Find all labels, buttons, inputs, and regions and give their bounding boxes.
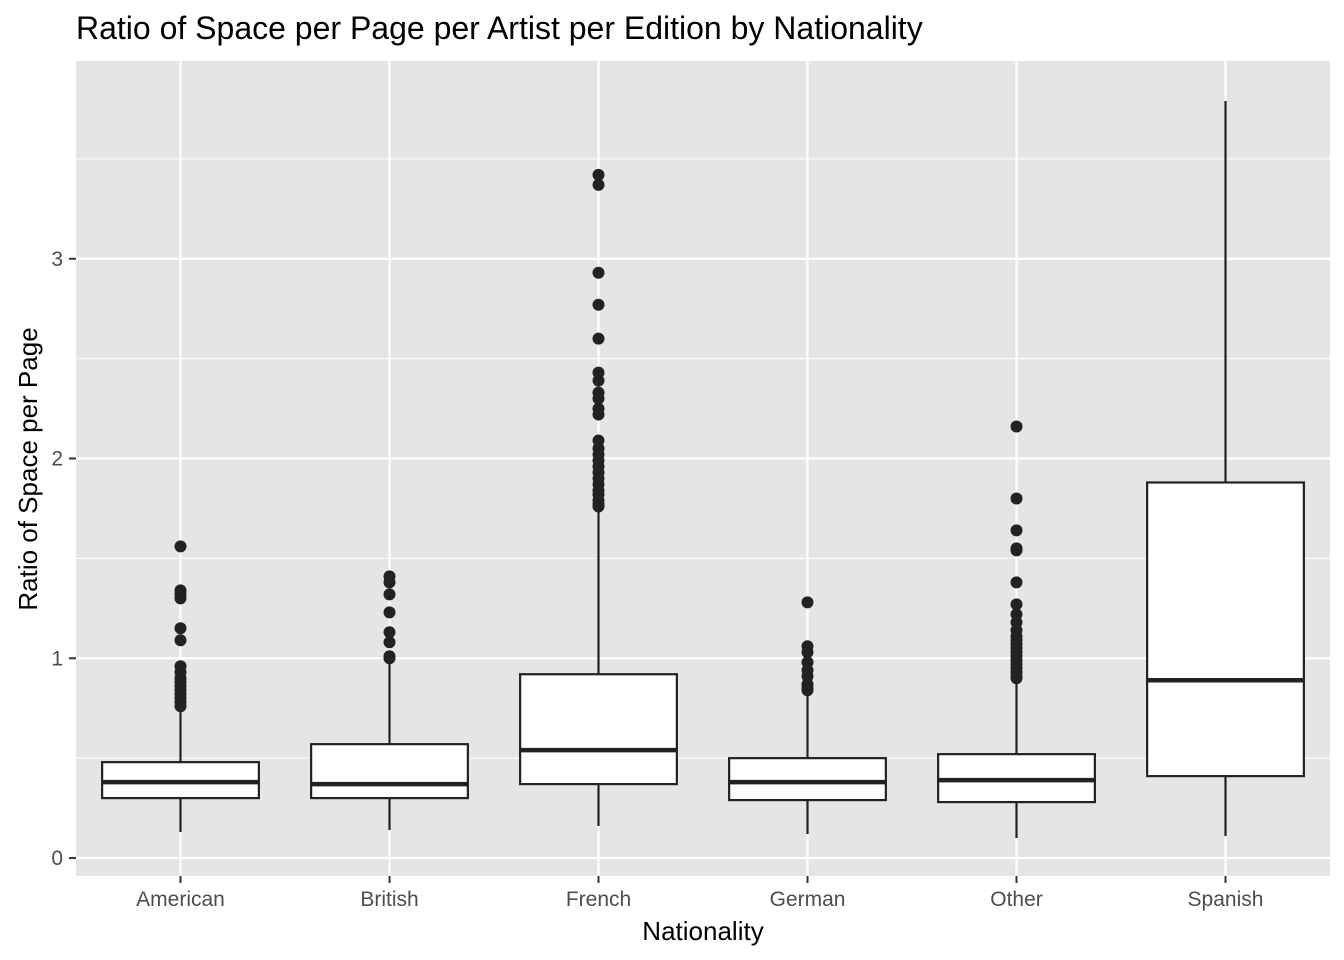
outlier-point: [592, 392, 605, 405]
outlier-point: [174, 622, 187, 635]
x-tick-label: French: [566, 888, 631, 911]
box-iqr: [519, 673, 678, 786]
outlier-point: [592, 332, 605, 345]
box-german: [728, 596, 887, 835]
box-other: [937, 420, 1096, 839]
outlier-point: [174, 700, 187, 713]
x-tick-label: Spanish: [1188, 888, 1264, 911]
x-axis-title: Nationality: [642, 916, 763, 946]
box-iqr: [728, 757, 887, 802]
outlier-point: [383, 636, 396, 649]
outlier-point: [1010, 524, 1023, 537]
box-iqr: [310, 743, 469, 800]
box-french: [519, 168, 678, 827]
outlier-point: [383, 576, 396, 589]
y-tick-label: 0: [51, 847, 63, 870]
x-tick-label: American: [136, 888, 225, 911]
outlier-point: [801, 596, 814, 609]
chart-title: Ratio of Space per Page per Artist per E…: [76, 10, 923, 46]
outlier-point: [174, 592, 187, 605]
outlier-point: [383, 652, 396, 665]
plot-panel: [76, 61, 1330, 876]
outlier-point: [592, 408, 605, 421]
box-spanish: [1146, 100, 1305, 837]
boxes: [101, 100, 1305, 839]
outlier-point: [592, 168, 605, 181]
outlier-point: [383, 626, 396, 639]
y-axis: 0 1 2 3: [51, 248, 76, 870]
outlier-point: [1010, 576, 1023, 589]
outlier-point: [174, 634, 187, 647]
outlier-point: [801, 646, 814, 659]
outlier-point: [592, 266, 605, 279]
x-tick-label: Other: [990, 888, 1043, 911]
box-iqr: [1146, 481, 1305, 778]
outlier-point: [801, 684, 814, 697]
outlier-point: [1010, 672, 1023, 685]
outlier-point: [383, 588, 396, 601]
outlier-point: [592, 500, 605, 513]
outlier-point: [383, 606, 396, 619]
y-tick-label: 3: [51, 248, 63, 271]
x-axis: American British French German Other Spanish: [136, 876, 1263, 911]
y-tick-label: 1: [51, 647, 63, 670]
outlier-point: [592, 374, 605, 387]
outlier-point: [592, 298, 605, 311]
outlier-point: [592, 178, 605, 191]
outlier-point: [1010, 492, 1023, 505]
y-axis-title: Ratio of Space per Page: [13, 327, 43, 610]
outlier-point: [1010, 598, 1023, 611]
y-tick-label: 2: [51, 448, 63, 471]
outlier-point: [1010, 420, 1023, 433]
box-american: [101, 540, 260, 833]
outlier-point: [174, 540, 187, 553]
outlier-point: [1010, 544, 1023, 557]
x-tick-label: British: [360, 888, 418, 911]
x-tick-label: German: [770, 888, 846, 911]
box-british: [310, 570, 469, 831]
